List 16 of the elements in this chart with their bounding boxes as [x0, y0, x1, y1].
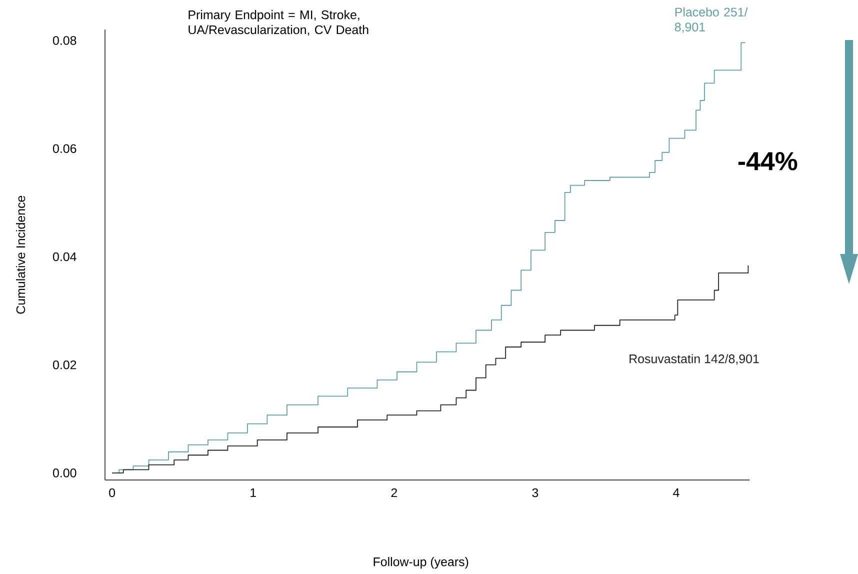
series-label: Placebo 251/ 8,901	[674, 7, 748, 33]
y-axis-title: Cumulative Incidence	[16, 196, 26, 314]
x-axis-title: Follow-up (years)	[374, 557, 468, 569]
annotation: -44%	[738, 152, 798, 170]
y-tick-label: 0.00	[52, 468, 76, 478]
x-tick-label: 0	[109, 488, 116, 498]
x-tick-label: 4	[673, 488, 680, 497]
x-tick-label: 3	[532, 488, 538, 498]
annotation: Primary Endpoint = MI, Stroke, UA/Revascularization, CV Death	[188, 10, 368, 36]
y-tick-label: 0.04	[52, 252, 76, 262]
y-tick-label: 0.02	[52, 360, 76, 370]
x-tick-label: 1	[250, 488, 256, 497]
y-tick-label: 0.08	[52, 36, 76, 45]
x-tick-label: 2	[391, 488, 397, 498]
text: Rosuvastatin 142/8,901	[630, 354, 759, 365]
y-tick-label: 0.06	[52, 144, 76, 154]
